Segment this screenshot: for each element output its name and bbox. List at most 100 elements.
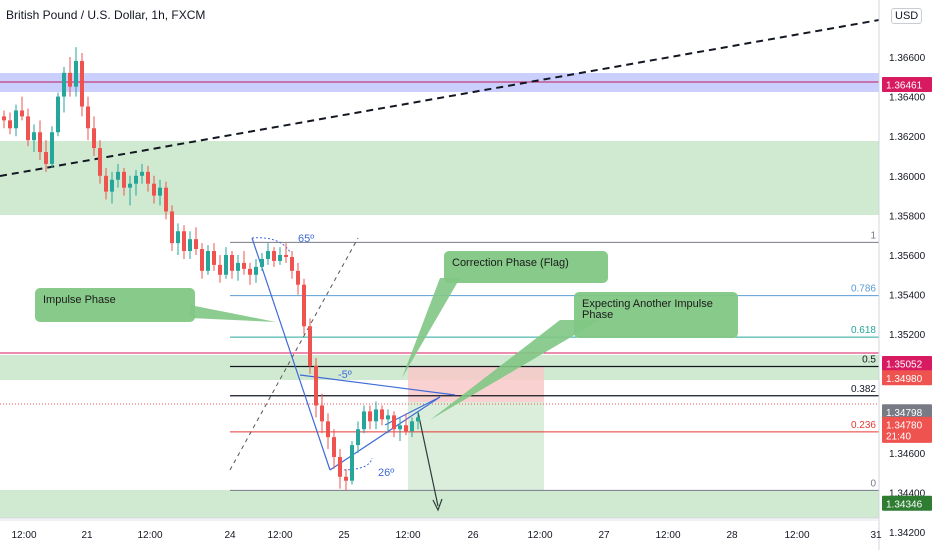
angle-label-1: 65º: [298, 233, 314, 245]
price-label: 1.34980: [882, 370, 932, 386]
candle: [212, 243, 216, 271]
candle: [104, 167, 108, 200]
candle-body: [188, 239, 192, 252]
candle: [218, 255, 222, 283]
y-tick-label: 1.35800: [889, 211, 926, 222]
candle: [224, 247, 228, 279]
projection-arrowhead: [432, 498, 443, 512]
candle: [2, 110, 6, 129]
candle: [14, 104, 18, 137]
candle: [116, 163, 120, 188]
take-profit-box: [408, 402, 544, 490]
chart-title: British Pound / U.S. Dollar, 1h, FXCM: [6, 8, 206, 22]
impulse-callout: Impulse Phase: [35, 288, 276, 322]
candle-body: [356, 429, 360, 446]
candle-body: [278, 255, 282, 261]
candle-body: [272, 251, 276, 261]
candle: [26, 108, 30, 147]
price-label-text: 1.34780: [886, 420, 923, 431]
price-label: 1.34798: [882, 404, 932, 420]
candle-body: [230, 255, 234, 271]
candle: [68, 57, 72, 97]
candle: [98, 140, 102, 184]
y-tick-label: 1.35400: [889, 291, 926, 302]
angle-label-2: -5º: [338, 369, 352, 381]
candle-body: [308, 326, 312, 366]
candle: [200, 243, 204, 279]
x-tick-label: 26: [467, 530, 479, 541]
expecting-callout-box: [574, 292, 738, 338]
candle: [170, 205, 174, 252]
candle-body: [392, 415, 396, 430]
candle-body: [380, 409, 384, 420]
fib-label-0.382: 0.382: [851, 384, 876, 395]
candle: [248, 262, 252, 285]
candle: [416, 411, 420, 430]
candle: [272, 247, 276, 267]
candle-body: [68, 72, 72, 87]
candle-body: [182, 231, 186, 252]
candle-body: [374, 409, 378, 422]
impulse-callout-pointer: [190, 305, 276, 322]
candle: [344, 468, 348, 491]
stop-loss-box: [408, 366, 544, 402]
candle: [302, 278, 306, 335]
impulse-callout-box: [35, 288, 195, 322]
candle-body: [362, 411, 366, 430]
candle-body: [176, 231, 180, 244]
candle: [182, 225, 186, 259]
candle-body: [86, 106, 90, 129]
fib-label-0: 0: [870, 478, 876, 489]
candle: [326, 413, 330, 450]
correction-callout: Correction Phase (Flag): [402, 251, 608, 378]
callouts-layer: Impulse Phase Correction Phase (Flag) Expe…: [35, 251, 738, 420]
y-tick-label: 1.35200: [889, 330, 926, 341]
candle: [350, 441, 354, 485]
currency-button[interactable]: USD: [891, 8, 923, 24]
candle-body: [134, 175, 138, 184]
candle-body: [104, 175, 108, 192]
candle-body: [122, 171, 126, 188]
price-label-bg: [882, 356, 932, 372]
candle-body: [8, 120, 12, 129]
candle: [74, 47, 78, 97]
fib-label-1: 1: [870, 230, 876, 241]
green-zone-lower: [0, 490, 879, 518]
price-label-countdown: 21:40: [886, 431, 911, 442]
x-tick-label: 28: [726, 530, 738, 541]
candle-body: [212, 251, 216, 265]
candles-layer: [2, 47, 420, 491]
price-label-text: 1.34980: [886, 374, 923, 385]
candle: [38, 120, 42, 160]
expecting-callout-pointer: [430, 320, 600, 420]
price-label-text: 1.35052: [886, 360, 923, 371]
price-label-bg: [882, 416, 932, 443]
candle-body: [20, 110, 24, 117]
impulse-trendline: [251, 237, 331, 471]
x-tick-label: 27: [598, 530, 610, 541]
candle-body: [110, 179, 114, 192]
price-label-bg: [882, 495, 932, 511]
candle: [122, 167, 126, 196]
candle-body: [80, 60, 84, 107]
angle-arc-1: [251, 237, 291, 253]
candle-body: [236, 262, 240, 271]
fib-label-0.786: 0.786: [851, 284, 876, 295]
x-tick-label: 12:00: [137, 530, 162, 541]
candle: [398, 417, 402, 442]
candle: [290, 251, 294, 279]
y-tick-label: 1.36400: [889, 93, 926, 104]
x-tick-label: 12:00: [267, 530, 292, 541]
projection-arrow: [417, 411, 439, 507]
candle-body: [50, 132, 54, 164]
candle: [242, 251, 246, 275]
candle-body: [56, 96, 60, 133]
candle-body: [92, 128, 96, 149]
candle-body: [218, 264, 222, 275]
candle-body: [326, 421, 330, 438]
candle-body: [32, 132, 36, 141]
price-label: 1.34346: [882, 495, 932, 511]
